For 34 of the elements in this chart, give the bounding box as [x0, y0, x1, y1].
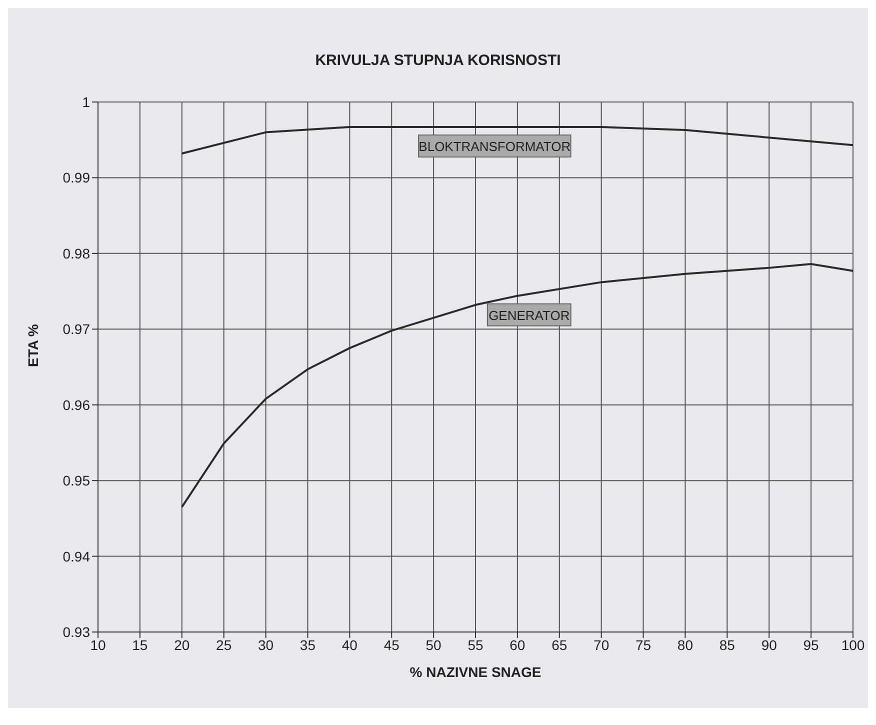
x-axis-title: % NAZIVNE SNAGE	[410, 664, 542, 680]
y-tick-label: 0.99	[62, 170, 90, 186]
x-tick-label: 90	[761, 636, 778, 653]
line-series	[180, 126, 853, 154]
x-tick-label: 45	[384, 636, 400, 653]
y-tick-label: 0.94	[62, 548, 90, 564]
y-tick-label: 0.98	[62, 245, 90, 262]
x-tick-label: 85	[719, 636, 736, 653]
x-tick-label: 40	[342, 636, 358, 653]
x-tick-label: 35	[300, 636, 316, 653]
y-tick-label: 1	[82, 94, 90, 110]
x-tick-label: 70	[594, 636, 610, 653]
x-tick-label: 95	[803, 636, 820, 653]
x-tick-label: 15	[132, 636, 148, 653]
y-axis-title: ETA %	[24, 324, 41, 367]
x-tick-label: 65	[552, 636, 568, 653]
x-tick-label: 50	[426, 636, 442, 653]
line-series	[180, 263, 853, 508]
x-tick-label: 80	[677, 636, 694, 653]
x-tick-label: 25	[216, 636, 232, 653]
series-label: BLOKTRANSFORMATOR	[418, 138, 571, 154]
x-tick-label: 10	[90, 636, 106, 653]
y-tick-label: 0.97	[62, 321, 90, 338]
x-tick-label: 55	[468, 636, 484, 653]
series-label: GENERATOR	[488, 308, 570, 323]
chart-title: KRIVULJA STUPNJA KORISNOSTI	[314, 51, 562, 71]
x-tick-label: 30	[258, 636, 274, 653]
x-tick-label: 60	[510, 636, 526, 653]
y-tick-label: 0.95	[62, 472, 90, 489]
y-tick-label: 0.96	[62, 396, 90, 413]
x-tick-label: 20	[174, 636, 190, 653]
x-tick-label: 100	[841, 636, 865, 653]
x-tick-label: 75	[635, 636, 652, 653]
y-tick-label: 0.93	[62, 624, 90, 640]
